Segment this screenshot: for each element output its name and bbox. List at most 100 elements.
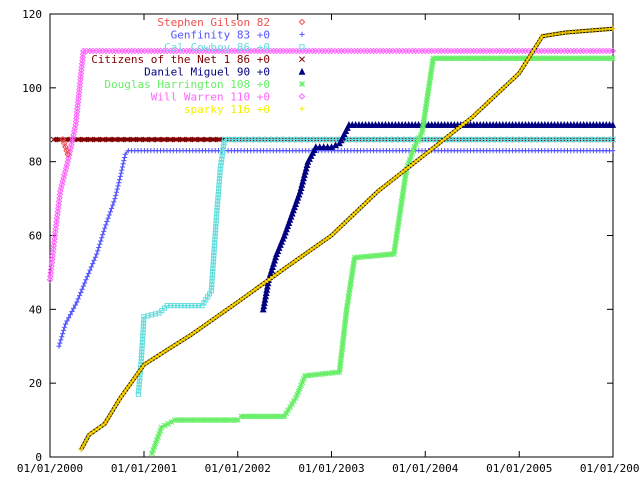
data-point [481, 55, 488, 62]
data-point [265, 277, 271, 284]
data-point [139, 336, 146, 342]
data-point [54, 211, 61, 219]
data-point [609, 55, 616, 62]
data-point [63, 161, 71, 169]
data-point [78, 289, 84, 296]
data-point [212, 230, 218, 236]
data-point [603, 55, 610, 62]
data-point [215, 192, 221, 198]
data-point [426, 77, 433, 84]
data-point [79, 50, 87, 58]
data-point [224, 417, 231, 424]
data-point [503, 55, 510, 62]
data-point [331, 136, 338, 143]
data-point [427, 71, 434, 78]
y-tick-label: 40 [29, 303, 42, 316]
data-point [293, 136, 299, 143]
data-point [393, 174, 399, 180]
data-point [433, 55, 440, 62]
data-point [338, 352, 345, 359]
data-point [171, 303, 177, 309]
data-point [341, 326, 348, 333]
data-point [257, 136, 263, 143]
data-point [120, 161, 126, 167]
data-point [164, 347, 170, 353]
data-point [170, 343, 176, 349]
data-point [516, 70, 522, 76]
series-6 [46, 47, 617, 284]
data-point [50, 239, 58, 246]
data-point [251, 413, 258, 420]
data-point [419, 125, 426, 132]
data-point [60, 174, 67, 182]
data-point [428, 68, 435, 75]
data-point [107, 209, 114, 215]
data-point [400, 185, 407, 192]
data-point [328, 136, 334, 143]
data-point [339, 339, 346, 346]
data-point [289, 136, 296, 143]
data-point [116, 398, 122, 404]
data-point [299, 81, 305, 87]
data-point [61, 171, 68, 179]
data-point [100, 231, 106, 238]
data-point [383, 182, 389, 188]
data-point [530, 47, 537, 53]
data-point [284, 264, 290, 270]
data-point [248, 413, 255, 420]
data-point [342, 316, 349, 323]
data-point [295, 388, 302, 395]
data-point [449, 55, 456, 62]
data-point [74, 98, 82, 106]
data-point [285, 407, 292, 414]
data-point [587, 136, 593, 143]
data-point [155, 352, 162, 359]
data-point [127, 381, 133, 387]
data-point [534, 42, 540, 48]
data-point [309, 136, 315, 143]
data-point [280, 231, 288, 239]
data-point [287, 212, 295, 220]
data-point [154, 434, 161, 441]
data-point [221, 140, 227, 146]
data-point [130, 136, 137, 143]
data-point [98, 423, 105, 429]
data-point [344, 299, 351, 306]
data-point [577, 55, 584, 62]
data-point [424, 90, 431, 97]
data-point [141, 320, 147, 326]
data-point [425, 87, 432, 94]
data-point [46, 276, 54, 284]
data-point [414, 157, 420, 164]
data-point [140, 330, 146, 336]
data-point [596, 55, 603, 62]
data-point [227, 304, 233, 311]
data-point [552, 55, 558, 62]
data-point [548, 136, 554, 143]
series-0 [59, 136, 72, 158]
data-point [520, 55, 526, 62]
data-point [546, 32, 552, 38]
data-point [136, 136, 143, 143]
data-point [273, 136, 279, 143]
data-point [271, 256, 278, 264]
data-point [347, 283, 354, 290]
data-point [609, 121, 617, 128]
data-point [394, 228, 401, 235]
legend-label: Daniel Miguel 90 +0 [144, 66, 270, 79]
data-point [80, 283, 86, 289]
data-point [217, 166, 223, 172]
data-point [138, 355, 144, 361]
data-point [121, 158, 127, 164]
data-point [413, 140, 419, 147]
data-point [391, 244, 398, 251]
data-point [157, 427, 164, 434]
data-point [76, 82, 84, 90]
data-point [81, 136, 88, 143]
data-point [430, 55, 437, 62]
data-point [480, 136, 487, 143]
data-point [104, 218, 110, 225]
data-point [212, 240, 218, 246]
data-point [278, 268, 285, 274]
data-point [258, 413, 265, 420]
